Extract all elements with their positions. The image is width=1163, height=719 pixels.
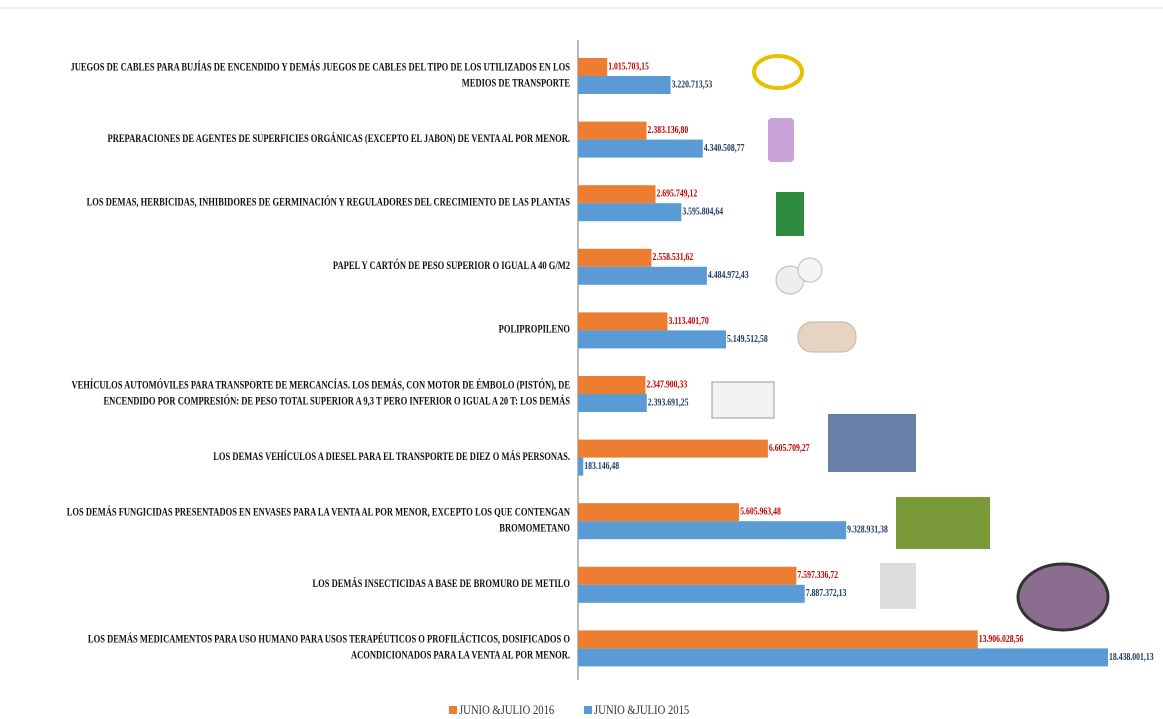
bar [578,58,608,76]
bar [578,312,668,331]
category-label: LOS DEMAS VEHÍCULOS A DIESEL PARA EL TRA… [213,450,570,464]
value-label: 5.149.512,58 [727,333,768,344]
value-label: 3.595.804,64 [682,206,723,217]
legend-swatch [584,706,592,714]
value-label-group: 9.328.931,38 [847,524,888,535]
value-label-group: 2.383.136,80 [648,124,689,135]
value-label: 2.558.531,62 [653,251,694,262]
bar [578,394,647,412]
bar [578,457,584,476]
category-label-group: PREPARACIONES DE AGENTES DE SUPERFICIES … [108,132,571,146]
value-label-group: 4.484.972,43 [708,269,749,280]
bar [578,203,682,222]
value-label: 5.605.963,48 [740,506,781,517]
category-label: LOS DEMÁS MEDICAMENTOS PARA USO HUMANO P… [88,633,570,663]
category-label: LOS DEMAS, HERBICIDAS, INHIBIDORES DE GE… [87,196,571,210]
category-label-group: JUEGOS DE CABLES PARA BUJÍAS DE ENCENDID… [70,60,570,90]
value-label-group: 183.146,48 [584,460,619,471]
bar [578,566,797,585]
value-label: 7.597.336,72 [797,569,838,580]
value-label: 18.438.001,13 [1109,651,1154,662]
category-label-group: LOS DEMÁS INSECTICIDAS A BASE DE BROMURO… [312,577,570,591]
bar [578,648,1108,667]
bar [578,248,652,267]
bar [578,503,740,522]
value-label: 13.906.028,56 [979,633,1024,644]
bar [578,330,727,349]
legend-swatch [449,706,457,714]
category-label: PREPARACIONES DE AGENTES DE SUPERFICIES … [108,132,571,146]
bar [578,185,656,204]
value-label-group: 3.595.804,64 [682,206,723,217]
value-label-group: 6.605.709,27 [769,442,810,453]
legend-label: JUNIO &JULIO 2016 [459,702,554,717]
legend-group: JUNIO &JULIO 2015 [594,702,689,717]
value-label: 2.393.691,25 [648,396,689,407]
value-label-group: 7.887.372,13 [806,587,847,598]
value-label-group: 2.347.900,33 [646,378,687,389]
bar [578,521,847,540]
category-label: JUEGOS DE CABLES PARA BUJÍAS DE ENCENDID… [70,60,570,90]
value-label: 183.146,48 [584,460,619,471]
value-label: 3.113.401,70 [668,315,709,326]
value-label: 1.015.703,15 [608,60,649,71]
category-label: VEHÍCULOS AUTOMÓVILES PARA TRANSPORTE DE… [71,378,570,408]
category-label: PAPEL Y CARTÓN DE PESO SUPERIOR O IGUAL … [333,259,570,273]
legend-label: JUNIO &JULIO 2015 [594,702,689,717]
value-label: 2.347.900,33 [646,378,687,389]
legend-group: JUNIO &JULIO 2016 [459,702,554,717]
value-label: 2.383.136,80 [648,124,689,135]
value-label-group: 13.906.028,56 [979,633,1024,644]
value-label-group: 5.149.512,58 [727,333,768,344]
category-label: LOS DEMÁS INSECTICIDAS A BASE DE BROMURO… [312,577,570,591]
value-label: 2.695.749,12 [656,188,697,199]
bar [578,630,978,649]
value-label: 9.328.931,38 [847,524,888,535]
bar [578,76,671,94]
category-label-group: PAPEL Y CARTÓN DE PESO SUPERIOR O IGUAL … [333,259,570,273]
value-label-group: 2.558.531,62 [653,251,694,262]
product-images [711,54,1110,632]
value-label-group: 18.438.001,13 [1109,651,1154,662]
value-label-group: 5.605.963,48 [740,506,781,517]
value-label-group: 2.393.691,25 [648,396,689,407]
value-label: 4.484.972,43 [708,269,749,280]
value-label: 7.887.372,13 [806,587,847,598]
category-label: POLIPROPILENO [499,324,570,337]
value-label: 3.220.713,53 [672,78,713,89]
value-label-group: 3.220.713,53 [672,78,713,89]
category-label: LOS DEMÁS FUNGICIDAS PRESENTADOS EN ENVA… [67,506,571,536]
value-label: 6.605.709,27 [769,442,810,453]
value-label-group: 3.113.401,70 [668,315,709,326]
value-label-group: 2.695.749,12 [656,188,697,199]
category-label-group: POLIPROPILENO [499,324,570,337]
bar [578,439,768,458]
bar [578,121,647,140]
value-label-group: 1.015.703,15 [608,60,649,71]
category-label-group: LOS DEMÁS FUNGICIDAS PRESENTADOS EN ENVA… [67,506,571,536]
value-label: 4.340.508,77 [704,142,745,153]
category-label-group: VEHÍCULOS AUTOMÓVILES PARA TRANSPORTE DE… [71,378,570,408]
bar [578,266,707,285]
value-label-group: 7.597.336,72 [797,569,838,580]
category-label-group: LOS DEMAS VEHÍCULOS A DIESEL PARA EL TRA… [213,450,570,464]
bar [578,376,646,394]
category-label-group: LOS DEMAS, HERBICIDAS, INHIBIDORES DE GE… [87,196,571,210]
bar [578,139,703,158]
bar [578,584,805,603]
category-label-group: LOS DEMÁS MEDICAMENTOS PARA USO HUMANO P… [88,633,570,663]
value-label-group: 4.340.508,77 [704,142,745,153]
